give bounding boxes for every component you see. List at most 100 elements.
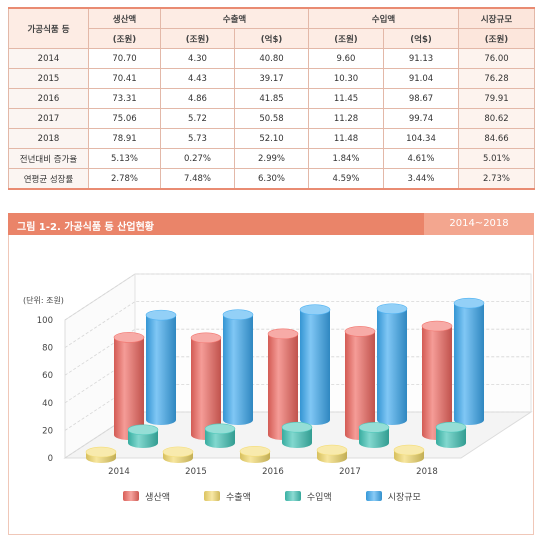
table-cell: 11.28 <box>308 108 384 129</box>
table-cell: 5.73 <box>160 128 235 149</box>
legend-label: 수출액 <box>226 492 251 503</box>
table-cell: 10.30 <box>308 68 384 89</box>
bar-시장규모-2014 <box>146 315 176 425</box>
unit-header: (억$) <box>383 28 459 49</box>
legend-label: 시장규모 <box>387 492 421 503</box>
table-row: 2017 75.06 5.72 50.58 11.28 99.74 80.62 <box>8 108 535 129</box>
bar-top <box>421 320 453 332</box>
gridline <box>64 301 531 348</box>
row-label: 전년대비 증가율 <box>8 148 89 169</box>
row-label: 연평균 성장률 <box>8 168 89 190</box>
table-cell: 2.73% <box>458 168 535 190</box>
bar-top <box>145 309 177 321</box>
x-tick-label: 2017 <box>339 467 361 477</box>
bar-생산액-2017 <box>345 331 375 440</box>
bar-top <box>85 446 117 458</box>
table-row: 2018 78.91 5.73 52.10 11.48 104.34 84.66 <box>8 128 535 149</box>
bar-시장규모-2018 <box>454 303 484 425</box>
y-tick-label: 20 <box>42 426 53 436</box>
figure-title: 그림 1-2. 가공식품 등 산업현황 <box>17 222 154 233</box>
x-tick-label: 2014 <box>108 467 130 477</box>
header-export: 수출액 <box>160 7 309 29</box>
bar-시장규모-2016 <box>300 309 330 425</box>
x-tick-label: 2015 <box>185 467 207 477</box>
table-cell: 9.60 <box>308 48 384 69</box>
y-tick-label: 40 <box>42 399 53 409</box>
table-cell: 4.86 <box>160 88 235 109</box>
table-cell: 4.59% <box>308 168 384 190</box>
unit-header: (조원) <box>88 28 161 49</box>
unit-label: (단위: 조원) <box>23 295 64 305</box>
legend-item: 생산액 <box>123 489 170 503</box>
table-cell: 91.13 <box>383 48 459 69</box>
unit-header: (조원) <box>160 28 235 49</box>
table-cell: 52.10 <box>234 128 309 149</box>
table-cell: 7.48% <box>160 168 235 190</box>
bar-top <box>344 326 376 337</box>
x-tick-label: 2016 <box>262 467 284 477</box>
table-cell: 2.99% <box>234 148 309 169</box>
table-row: 2014 70.70 4.30 40.80 9.60 91.13 76.00 <box>8 48 535 69</box>
bar-top <box>453 297 485 309</box>
header-market-size: 시장규모 <box>458 7 535 29</box>
chart-legend: 생산액 수출액 수입액 시장규모 <box>9 489 535 503</box>
y-tick-label: 100 <box>37 316 53 326</box>
header-production: 생산액 <box>88 7 161 29</box>
table-cell: 11.48 <box>308 128 384 149</box>
bar-수입액-2016 <box>282 427 312 448</box>
figure-range: 2014~2018 <box>424 213 534 235</box>
bar-수입액-2017 <box>359 427 389 448</box>
unit-header: (조원) <box>458 28 535 49</box>
legend-item: 수출액 <box>204 489 251 503</box>
table-cell: 76.00 <box>458 48 535 69</box>
table-cell: 70.70 <box>88 48 161 69</box>
table-cell: 75.06 <box>88 108 161 129</box>
table-cell: 5.72 <box>160 108 235 129</box>
table-cell: 76.28 <box>458 68 535 89</box>
table-cell: 91.04 <box>383 68 459 89</box>
bar-top <box>358 422 390 433</box>
table-row: 전년대비 증가율 5.13% 0.27% 2.99% 1.84% 4.61% 5.01% <box>8 148 535 169</box>
table-cell: 79.91 <box>458 88 535 109</box>
bar-chart: 0 20 40 60 80 100 (단위: 조원) 2014 2015 2016 2017 2018 <box>23 273 533 477</box>
legend-swatch <box>284 491 301 501</box>
bar-생산액-2014 <box>114 337 144 440</box>
row-label: 2015 <box>8 68 89 89</box>
table-cell: 0.27% <box>160 148 235 169</box>
table-cell: 84.66 <box>458 128 535 149</box>
y-tick-label: 0 <box>48 454 53 464</box>
bar-top <box>435 421 467 433</box>
table-cell: 5.01% <box>458 148 535 169</box>
chart-panel: 0 20 40 60 80 100 (단위: 조원) 2014 2015 2016 2017 2018… <box>8 235 534 535</box>
bar-top <box>393 444 425 456</box>
bar-top <box>267 328 299 340</box>
table-corner-header: 가공식품 등 <box>8 7 89 49</box>
table-cell: 41.85 <box>234 88 309 109</box>
bar-top <box>127 424 159 436</box>
table-cell: 73.31 <box>88 88 161 109</box>
table-cell: 5.13% <box>88 148 161 169</box>
bar-top <box>113 332 145 343</box>
bar-top <box>239 445 271 457</box>
row-label: 2016 <box>8 88 89 109</box>
table-cell: 80.62 <box>458 108 535 129</box>
table-row: 2015 70.41 4.43 39.17 10.30 91.04 76.28 <box>8 68 535 89</box>
legend-swatch <box>204 491 221 501</box>
table-cell: 2.78% <box>88 168 161 190</box>
unit-header: (조원) <box>308 28 384 49</box>
bar-top <box>299 304 331 316</box>
table-cell: 39.17 <box>234 68 309 89</box>
table-cell: 98.67 <box>383 88 459 109</box>
bar-top <box>204 423 236 435</box>
legend-swatch <box>123 491 140 501</box>
header-import: 수입액 <box>308 7 459 29</box>
table-cell: 50.58 <box>234 108 309 129</box>
table-cell: 78.91 <box>88 128 161 149</box>
bar-생산액-2018 <box>422 326 452 440</box>
table-cell: 3.44% <box>383 168 459 190</box>
bar-생산액-2016 <box>268 333 298 440</box>
y-tick-label: 80 <box>42 344 53 354</box>
bar-top <box>190 332 222 344</box>
bar-top <box>222 309 254 321</box>
y-tick-label: 60 <box>42 371 53 381</box>
